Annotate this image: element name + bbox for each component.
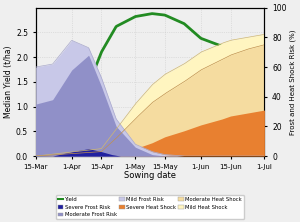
Y-axis label: Median Yield (t/ha): Median Yield (t/ha) bbox=[4, 46, 13, 118]
X-axis label: Sowing date: Sowing date bbox=[124, 171, 176, 180]
Y-axis label: Frost and Heat Shock Risk (%): Frost and Heat Shock Risk (%) bbox=[289, 29, 296, 135]
Legend: Yield, Severe Frost Risk, Moderate Frost Risk, Mild Frost Risk, Severe Heat Shoc: Yield, Severe Frost Risk, Moderate Frost… bbox=[56, 195, 244, 219]
